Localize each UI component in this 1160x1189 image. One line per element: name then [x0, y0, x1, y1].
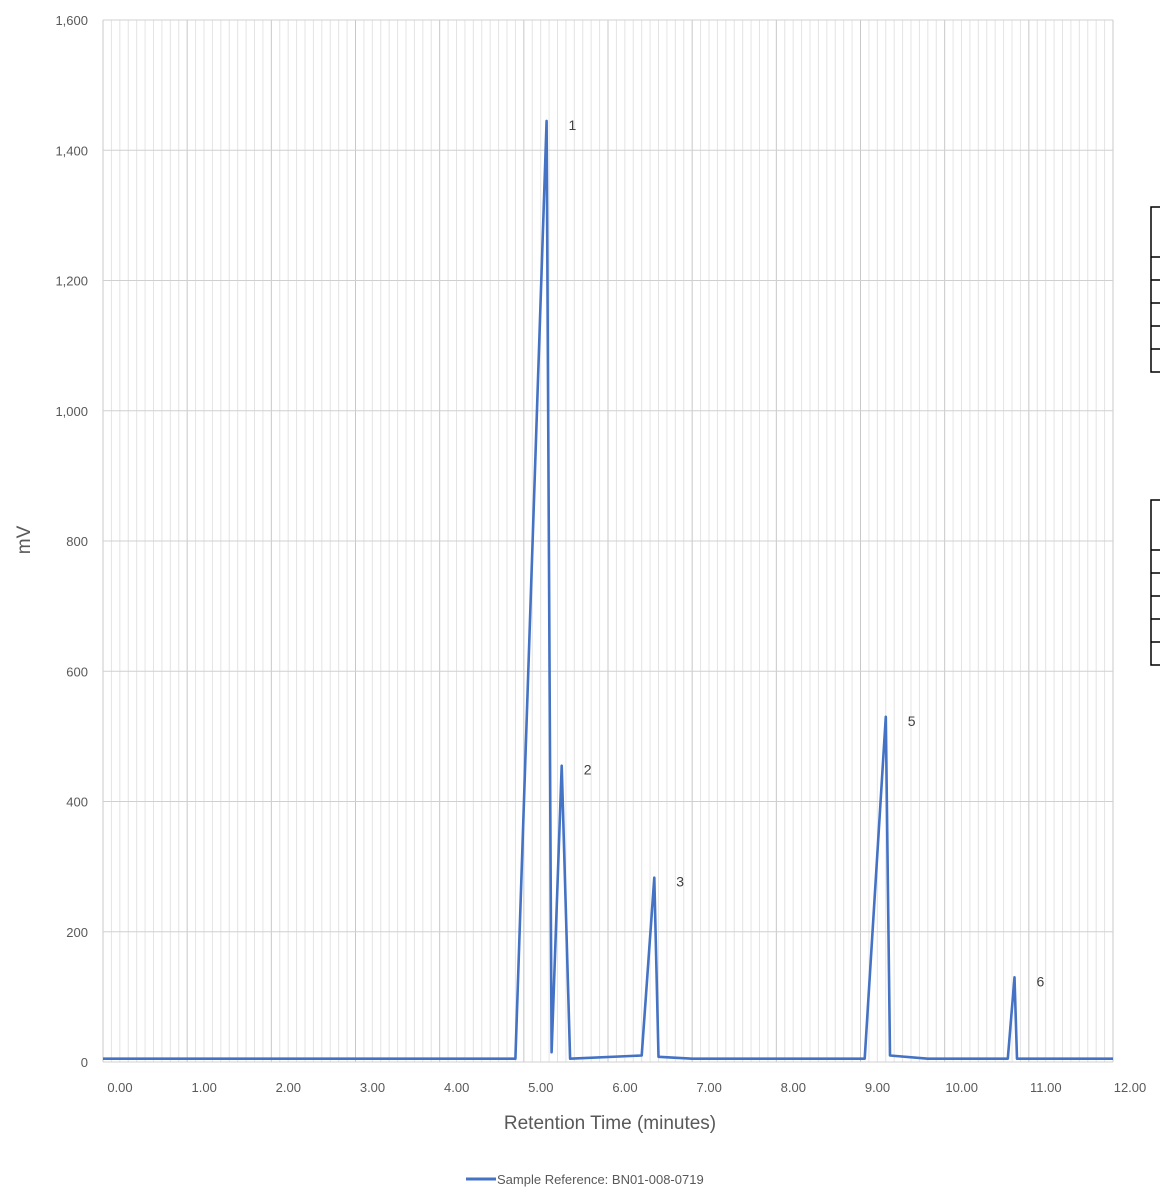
legend-label: Sample Reference: BN01-008-0719	[497, 1172, 704, 1187]
x-tick-label: 9.00	[865, 1080, 890, 1095]
side-tables	[1150, 206, 1160, 666]
y-tick-label: 1,200	[55, 274, 88, 289]
x-tick-label: 2.00	[276, 1080, 301, 1095]
series-line	[103, 119, 1113, 1060]
x-tick-label: 4.00	[444, 1080, 469, 1095]
y-tick-label: 600	[66, 664, 88, 679]
x-tick-label: 3.00	[360, 1080, 385, 1095]
y-tick-label: 800	[66, 534, 88, 549]
y-tick-label: 0	[81, 1055, 88, 1070]
side-table	[1150, 499, 1160, 666]
peak-label: 2	[584, 762, 592, 778]
x-tick-label: 7.00	[697, 1080, 722, 1095]
x-tick-label: 5.00	[528, 1080, 553, 1095]
x-tick-label: 6.00	[612, 1080, 637, 1095]
x-tick-label: 11.00	[1030, 1080, 1062, 1095]
side-table	[1150, 206, 1160, 373]
y-tick-label: 1,000	[55, 404, 88, 419]
grid	[102, 19, 1114, 1063]
y-tick-label: 200	[66, 925, 88, 940]
peak-labels: 1 2 3 5 6	[569, 117, 1045, 989]
x-axis-ticks: 0.00 1.00 2.00 3.00 4.00 5.00 6.00 7.00 8.00 9.00…	[107, 1080, 1146, 1095]
y-axis-title: mV	[14, 525, 35, 554]
y-tick-label: 1,600	[55, 13, 88, 28]
x-tick-label: 12.00	[1114, 1080, 1147, 1095]
x-tick-label: 1.00	[192, 1080, 217, 1095]
y-axis-ticks: 0 200 400 600 800 1,000 1,200 1,400 1,600	[55, 13, 88, 1070]
y-tick-label: 400	[66, 795, 88, 810]
x-tick-label: 10.00	[945, 1080, 978, 1095]
x-axis-title: Retention Time (minutes)	[504, 1113, 716, 1134]
peak-label: 1	[569, 117, 577, 133]
series-layer	[103, 119, 1113, 1060]
y-tick-label: 1,400	[55, 143, 88, 158]
legend: Sample Reference: BN01-008-0719	[466, 1172, 704, 1187]
peak-label: 6	[1037, 973, 1045, 989]
x-tick-label: 8.00	[781, 1080, 806, 1095]
x-tick-label: 0.00	[107, 1080, 132, 1095]
peak-label: 3	[676, 874, 684, 890]
peak-label: 5	[908, 713, 916, 729]
